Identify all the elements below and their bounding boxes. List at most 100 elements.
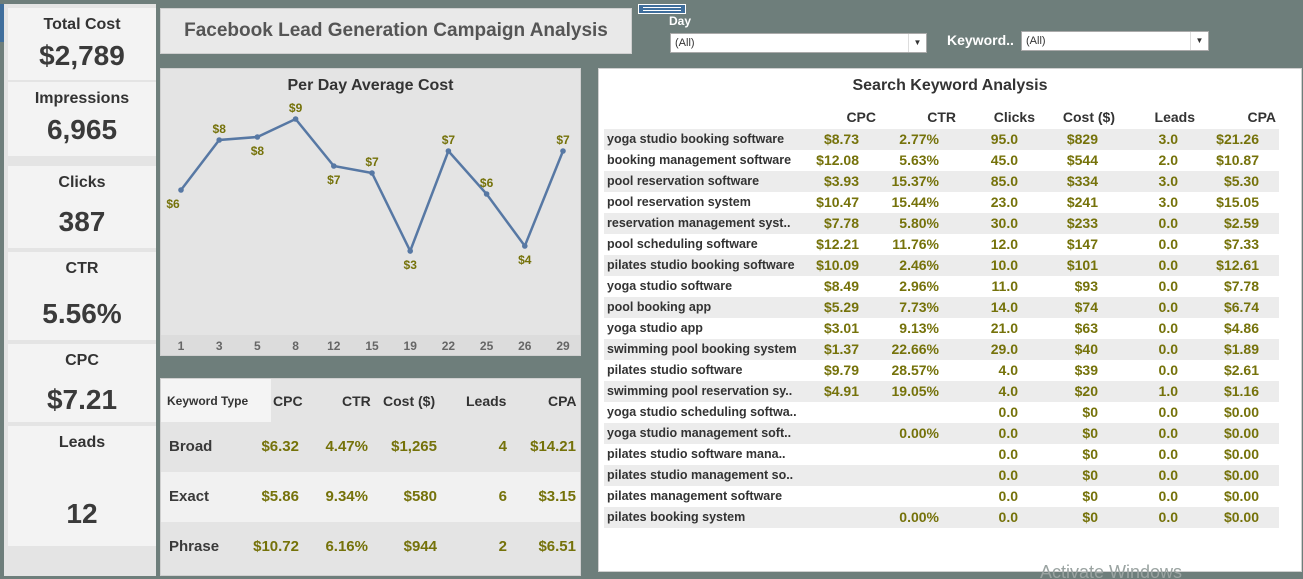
table-title: Search Keyword Analysis: [852, 77, 1048, 94]
cpa-cell: $5.30: [1223, 173, 1259, 189]
data-point[interactable]: [216, 137, 222, 143]
column-header-cpa[interactable]: CPA: [548, 393, 577, 409]
column-header-cpc[interactable]: CPC: [846, 109, 876, 125]
data-point[interactable]: [292, 116, 299, 122]
clicks-cell: 23.0: [990, 194, 1018, 210]
keyword-cell: reservation management syst..: [607, 216, 791, 230]
leads-cell: 0.0: [1158, 446, 1178, 462]
drag-handle[interactable]: [638, 4, 686, 14]
column-header-leads[interactable]: Leads: [466, 393, 507, 409]
data-point[interactable]: [407, 248, 413, 254]
cpa-cell: $12.61: [1216, 257, 1259, 273]
column-header-keyword-type[interactable]: Keyword Type: [161, 379, 271, 423]
ctr-cell: 5.80%: [899, 215, 939, 231]
table-row: pilates management software 0.0 $0 0.0 $0.00: [604, 486, 1279, 507]
cpc-cell: $10.47: [816, 194, 859, 210]
data-point[interactable]: [445, 148, 452, 154]
clicks-cell: 14.0: [990, 299, 1018, 315]
leads-cell: 0.0: [1158, 425, 1178, 441]
ctr-cell: 22.66%: [891, 341, 939, 357]
leads-cell: 6: [498, 488, 507, 505]
clicks-cell: 0.0: [998, 446, 1018, 462]
column-header-ctr[interactable]: CTR: [342, 393, 371, 409]
x-tick-label: 3: [216, 339, 223, 353]
keyword-cell: pilates studio software mana..: [607, 447, 786, 461]
data-label: $8: [213, 122, 227, 136]
column-header-cost[interactable]: Cost ($): [383, 393, 436, 409]
ctr-cell: 2.96%: [899, 278, 939, 294]
x-tick-label: 22: [442, 339, 456, 353]
table-row: pilates studio software mana.. 0.0 $0 0.0 $0…: [604, 444, 1279, 465]
column-header-cpc[interactable]: CPC: [273, 393, 303, 409]
keyword-cell: yoga studio software: [607, 279, 733, 293]
leads-cell: 0.0: [1158, 215, 1178, 231]
data-point[interactable]: [178, 187, 184, 193]
clicks-cell: 0.0: [998, 467, 1018, 483]
clicks-cell: 0.0: [998, 488, 1018, 504]
leads-cell: 0.0: [1158, 320, 1178, 336]
ctr-cell: 4.47%: [325, 438, 368, 455]
cpa-cell: $7.33: [1223, 236, 1259, 252]
dropdown-arrow-icon[interactable]: ▼: [908, 34, 926, 52]
x-tick-label: 12: [327, 339, 341, 353]
kpi-ctr: CTR 5.56%: [8, 252, 156, 340]
day-filter-select[interactable]: (All) ▼: [670, 33, 927, 53]
keyword-cell: pilates studio booking software: [607, 258, 795, 272]
cpc-cell: $3.01: [823, 320, 859, 336]
clicks-cell: 45.0: [990, 152, 1018, 168]
leads-cell: 0.0: [1158, 488, 1178, 504]
kpi-label: Clicks: [58, 174, 106, 191]
per-day-cost-chart: $6 1 $8 3 $8 5 $9 8 $7 12 $7 15 $3 19 $7 22 $6 25 $4 26 $7 29: [161, 101, 580, 355]
data-point[interactable]: [560, 148, 566, 154]
table-row: booking management software $12.08 5.63% 45…: [604, 150, 1279, 171]
leads-cell: 0.0: [1158, 362, 1178, 378]
cpa-cell: $0.00: [1223, 425, 1259, 441]
cost-cell: $0: [1082, 446, 1098, 462]
cpc-cell: $9.79: [823, 362, 859, 378]
cpa-cell: $10.87: [1216, 152, 1259, 168]
x-tick-label: 29: [556, 339, 570, 353]
cpa-cell: $0.00: [1223, 467, 1259, 483]
cost-cell: $93: [1074, 278, 1098, 294]
data-label: $7: [442, 133, 456, 147]
cpc-cell: $3.93: [823, 173, 859, 189]
column-header-cost[interactable]: Cost ($): [1062, 109, 1115, 125]
keyword-type-cell: Exact: [169, 488, 210, 505]
kpi-clicks: Clicks 387: [8, 166, 156, 248]
cpa-cell: $4.86: [1223, 320, 1259, 336]
cpa-cell: $15.05: [1216, 194, 1259, 210]
cpc-cell: $5.86: [261, 488, 299, 505]
dropdown-arrow-icon[interactable]: ▼: [1190, 32, 1208, 50]
table-row: pilates studio software $9.79 28.57% 4.0 $39…: [604, 360, 1279, 381]
data-point[interactable]: [522, 243, 528, 249]
clicks-cell: 11.0: [991, 278, 1018, 294]
leads-cell: 0.0: [1158, 278, 1178, 294]
ctr-cell: 9.13%: [899, 320, 939, 336]
data-point[interactable]: [483, 191, 490, 197]
data-label: $8: [251, 144, 265, 158]
data-label: $7: [327, 173, 341, 187]
keyword-filter-label: Keyword..: [947, 32, 1014, 48]
keyword-filter-select[interactable]: (All) ▼: [1021, 31, 1209, 51]
clicks-cell: 30.0: [990, 215, 1018, 231]
column-header-cpa[interactable]: CPA: [1247, 109, 1276, 125]
column-header-leads[interactable]: Leads: [1154, 109, 1195, 125]
table-row: reservation management syst.. $7.78 5.80% 3…: [604, 213, 1279, 234]
keyword-cell: yoga studio scheduling softwa..: [607, 405, 797, 419]
cost-cell: $829: [1066, 131, 1098, 147]
data-point[interactable]: [369, 170, 375, 176]
column-header-clicks[interactable]: Clicks: [993, 109, 1035, 125]
cost-cell: $40: [1074, 341, 1098, 357]
data-point[interactable]: [254, 134, 261, 140]
keyword-filter-value: (All): [1026, 35, 1046, 47]
ctr-cell: 19.05%: [891, 383, 939, 399]
cpa-cell: $21.26: [1216, 131, 1259, 147]
table-row: pilates studio management so.. 0.0 $0 0.0 $0…: [604, 465, 1279, 486]
cost-cell: $0: [1082, 509, 1098, 525]
data-point[interactable]: [331, 163, 337, 169]
clicks-cell: 0.0: [998, 404, 1018, 420]
leads-cell: 3.0: [1158, 131, 1178, 147]
cpc-cell: $8.73: [823, 131, 859, 147]
column-header-ctr[interactable]: CTR: [927, 109, 956, 125]
day-filter-label: Day: [669, 14, 692, 28]
